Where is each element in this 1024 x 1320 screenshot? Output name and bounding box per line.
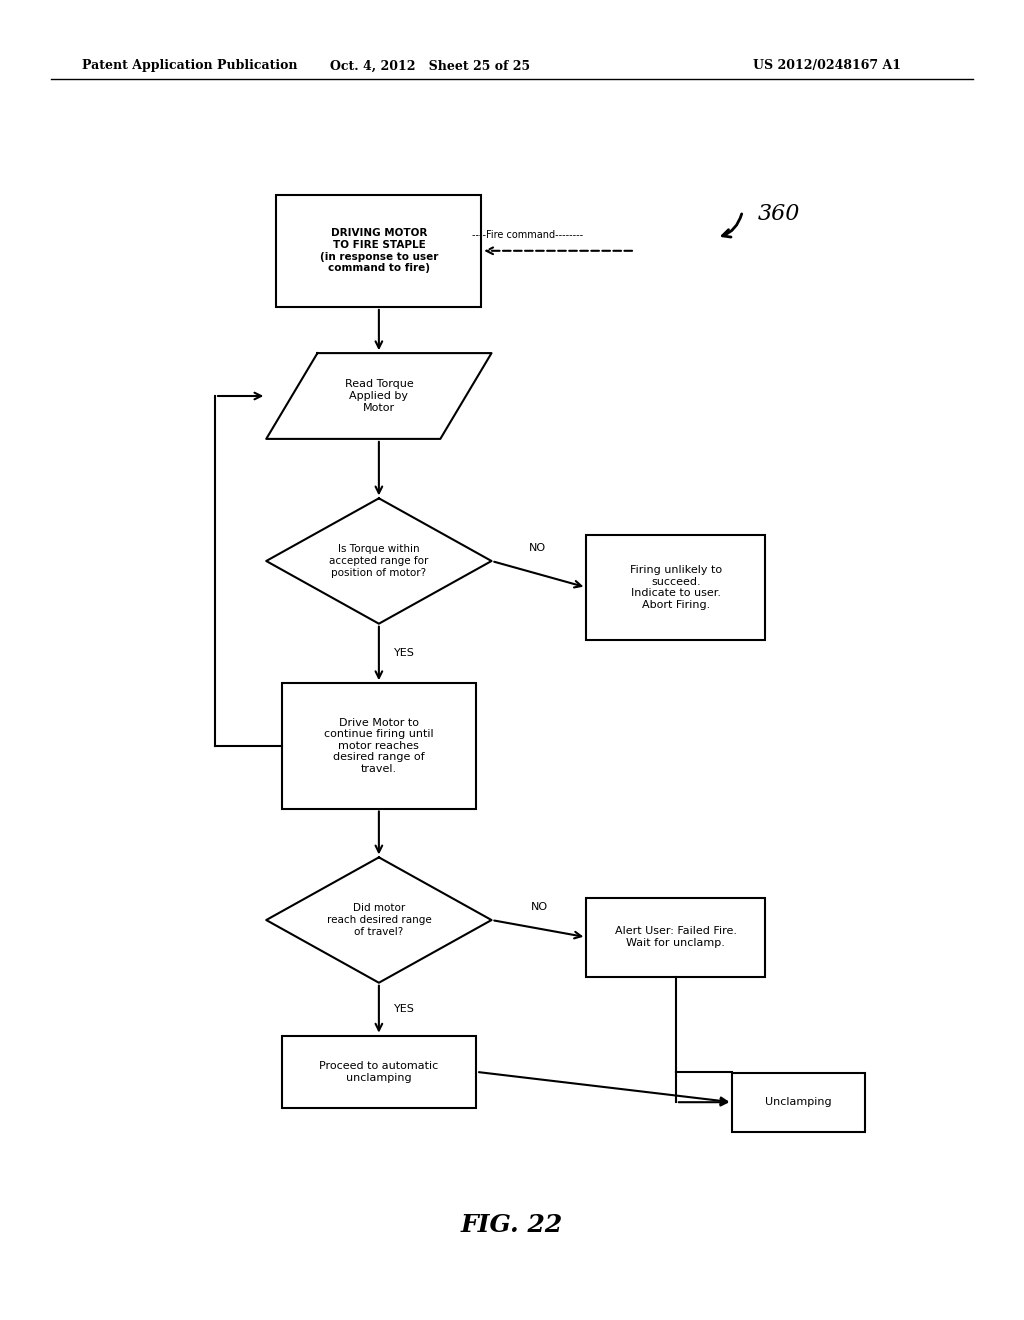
Text: Proceed to automatic
unclamping: Proceed to automatic unclamping <box>319 1061 438 1082</box>
Text: NO: NO <box>529 543 546 553</box>
Text: YES: YES <box>394 648 415 659</box>
FancyBboxPatch shape <box>586 898 766 977</box>
Text: Alert User: Failed Fire.
Wait for unclamp.: Alert User: Failed Fire. Wait for unclam… <box>614 927 737 948</box>
Text: ----Fire command--------: ----Fire command-------- <box>472 230 583 240</box>
Text: US 2012/0248167 A1: US 2012/0248167 A1 <box>753 59 901 73</box>
FancyBboxPatch shape <box>276 195 481 306</box>
FancyBboxPatch shape <box>586 535 766 640</box>
Text: Unclamping: Unclamping <box>765 1097 833 1107</box>
Text: Is Torque within
accepted range for
position of motor?: Is Torque within accepted range for posi… <box>329 544 429 578</box>
FancyBboxPatch shape <box>282 682 476 808</box>
Text: Patent Application Publication: Patent Application Publication <box>82 59 297 73</box>
FancyBboxPatch shape <box>732 1072 865 1131</box>
Text: Firing unlikely to
succeed.
Indicate to user.
Abort Firing.: Firing unlikely to succeed. Indicate to … <box>630 565 722 610</box>
Text: DRIVING MOTOR
TO FIRE STAPLE
(in response to user
command to fire): DRIVING MOTOR TO FIRE STAPLE (in respons… <box>319 228 438 273</box>
Text: Drive Motor to
continue firing until
motor reaches
desired range of
travel.: Drive Motor to continue firing until mot… <box>324 718 434 774</box>
Text: 360: 360 <box>758 203 800 224</box>
Text: Did motor
reach desired range
of travel?: Did motor reach desired range of travel? <box>327 903 431 937</box>
Text: Read Torque
Applied by
Motor: Read Torque Applied by Motor <box>344 379 414 413</box>
Text: NO: NO <box>531 902 548 912</box>
Text: Oct. 4, 2012   Sheet 25 of 25: Oct. 4, 2012 Sheet 25 of 25 <box>330 59 530 73</box>
Text: YES: YES <box>394 1005 415 1014</box>
Text: FIG. 22: FIG. 22 <box>461 1213 563 1237</box>
FancyBboxPatch shape <box>282 1035 476 1109</box>
